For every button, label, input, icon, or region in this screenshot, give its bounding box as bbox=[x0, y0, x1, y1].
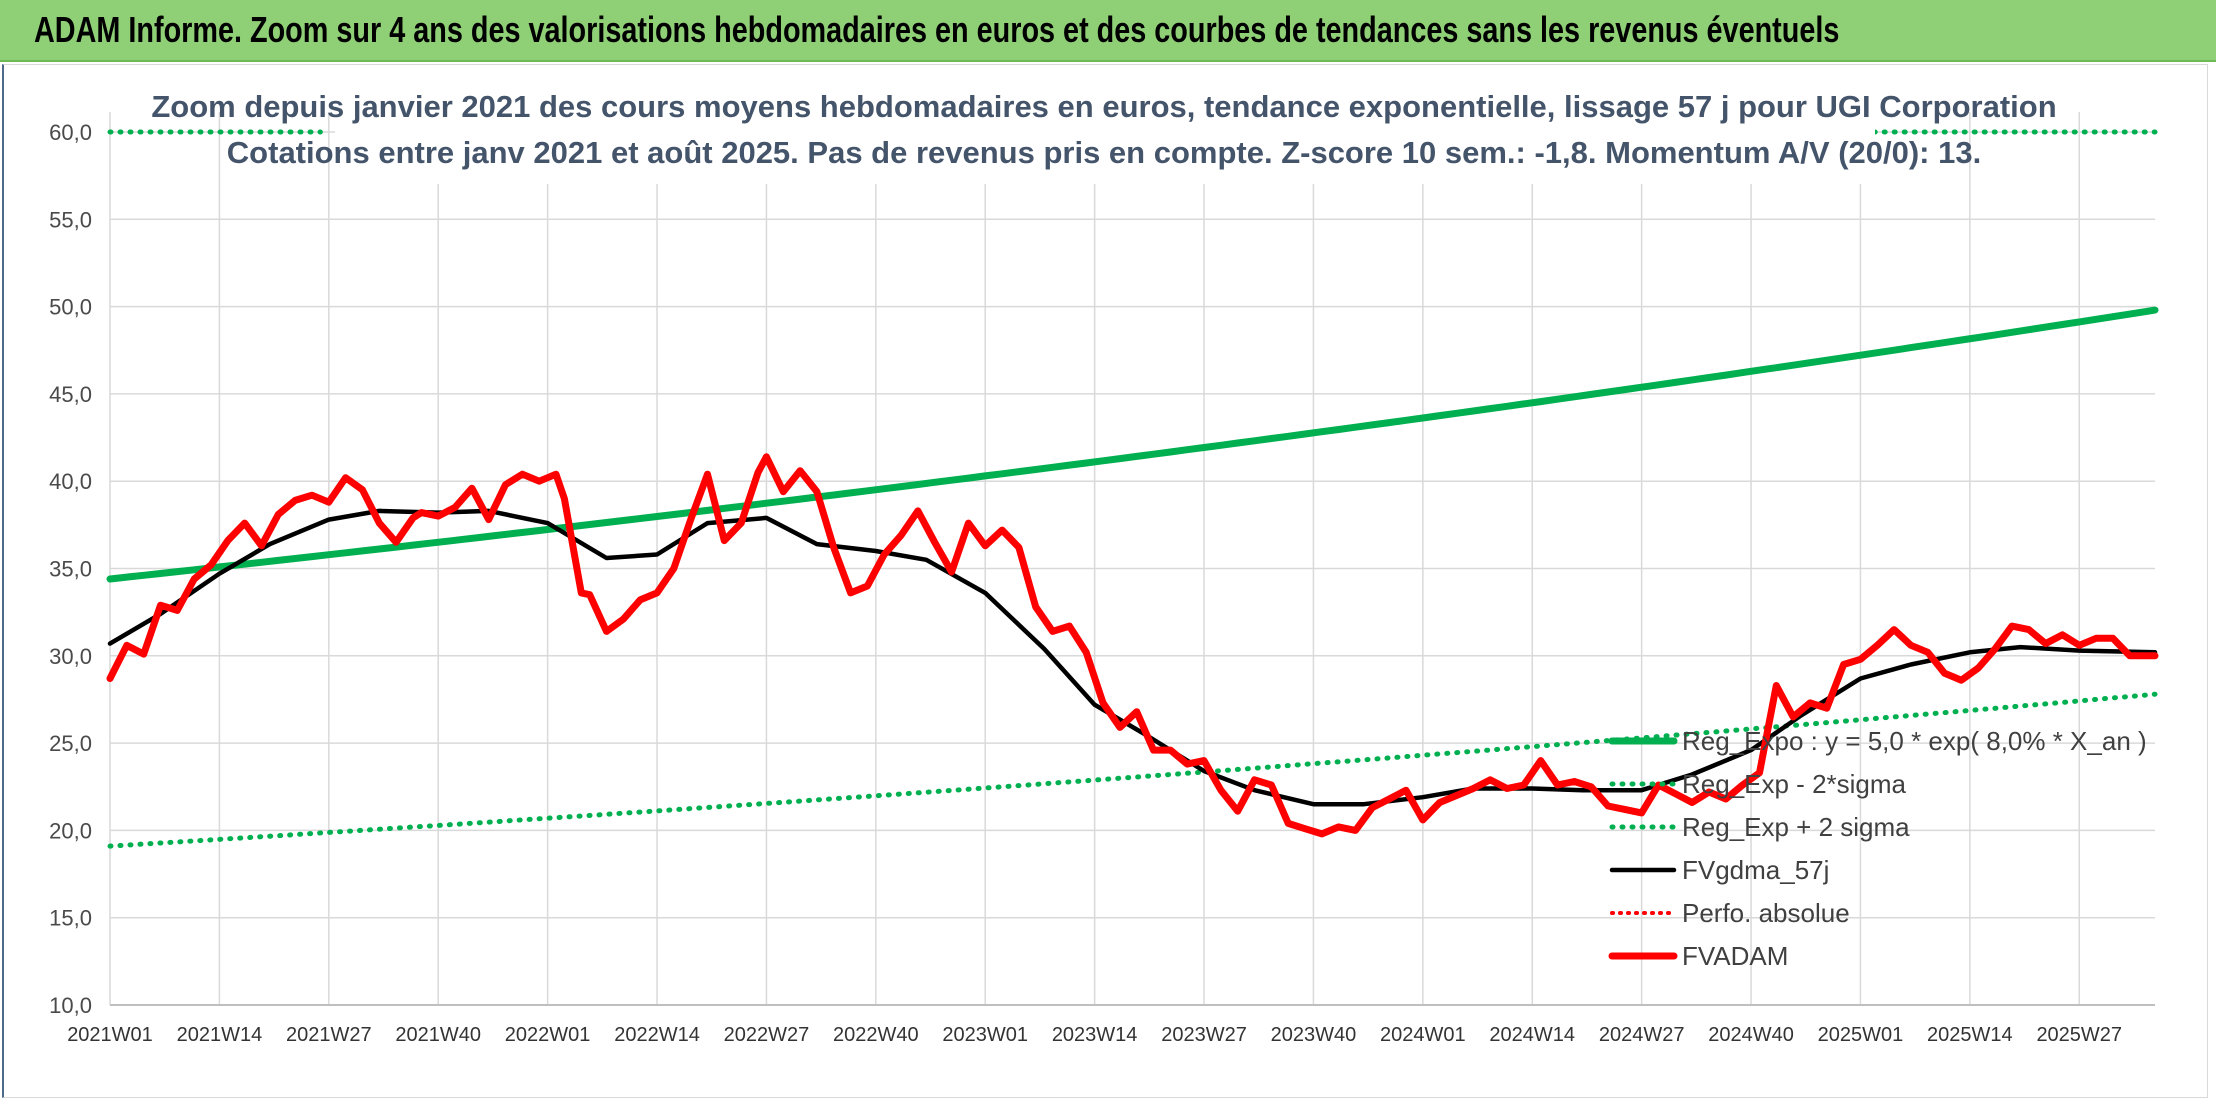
x-tick-label: 2023W27 bbox=[1161, 1024, 1247, 1046]
x-tick-label: 2025W01 bbox=[1818, 1024, 1904, 1046]
x-tick-label: 2022W01 bbox=[505, 1024, 591, 1046]
y-tick-label: 10,0 bbox=[49, 993, 92, 1018]
series-line-2 bbox=[107, 691, 2158, 849]
y-tick-label: 20,0 bbox=[49, 818, 92, 843]
y-axis-ticks: 10,0 15,0 20,0 25,0 30,0 35,0 40,0 45,0 50,0 55,0… bbox=[49, 120, 92, 1018]
y-tick-label: 40,0 bbox=[49, 469, 92, 494]
x-axis-ticks: 2021W01 2021W14 2021W27 2021W40 2022W01 2022W… bbox=[67, 1024, 2122, 1046]
x-tick-label: 2023W14 bbox=[1052, 1024, 1138, 1046]
chart-title: Zoom depuis janvier 2021 des cours moyen… bbox=[151, 89, 2056, 124]
y-tick-label: 15,0 bbox=[49, 906, 92, 931]
x-tick-label: 2021W40 bbox=[395, 1024, 481, 1046]
x-tick-label: 2025W27 bbox=[2036, 1024, 2122, 1046]
x-tick-label: 2023W40 bbox=[1271, 1024, 1357, 1046]
x-tick-label: 2024W40 bbox=[1708, 1024, 1794, 1046]
x-tick-label: 2024W27 bbox=[1599, 1024, 1685, 1046]
grid-lines bbox=[109, 112, 2155, 1006]
x-tick-label: 2021W27 bbox=[286, 1024, 372, 1046]
legend-label: Perfo. absolue bbox=[1682, 898, 1850, 928]
legend-label: Reg_Expo : y = 5,0 * exp( 8,0% * X_an ) bbox=[1682, 726, 2147, 756]
legend-label: Reg_Exp + 2 sigma bbox=[1682, 812, 1910, 842]
series-line-0 bbox=[106, 306, 2159, 583]
chart-subtitle: Cotations entre janv 2021 et août 2025. … bbox=[227, 135, 1981, 170]
x-tick-label: 2022W27 bbox=[724, 1024, 810, 1046]
y-tick-label: 25,0 bbox=[49, 731, 92, 756]
x-tick-label: 2022W40 bbox=[833, 1024, 919, 1046]
y-tick-label: 55,0 bbox=[49, 207, 92, 232]
legend-label: FVgdma_57j bbox=[1682, 855, 1829, 885]
x-tick-label: 2021W14 bbox=[177, 1024, 263, 1046]
legend-label: FVADAM bbox=[1682, 941, 1788, 971]
y-tick-label: 35,0 bbox=[49, 557, 92, 582]
report-banner: ADAM Informe. Zoom sur 4 ans des valoris… bbox=[0, 0, 2216, 62]
chart-frame bbox=[2, 64, 2208, 1098]
x-tick-label: 2022W14 bbox=[614, 1024, 700, 1046]
chart-title-background bbox=[335, 86, 1875, 184]
legend: Reg_Expo : y = 5,0 * exp( 8,0% * X_an ) R… bbox=[1608, 726, 2147, 971]
report-title: ADAM Informe. Zoom sur 4 ans des valoris… bbox=[34, 9, 1840, 50]
y-tick-label: 50,0 bbox=[49, 295, 92, 320]
series-line-3 bbox=[107, 508, 2158, 807]
y-tick-label: 30,0 bbox=[49, 644, 92, 669]
x-tick-label: 2024W01 bbox=[1380, 1024, 1466, 1046]
y-tick-label: 45,0 bbox=[49, 382, 92, 407]
x-tick-label: 2023W01 bbox=[942, 1024, 1028, 1046]
series-line-5 bbox=[106, 453, 2159, 838]
x-tick-label: 2021W01 bbox=[67, 1024, 153, 1046]
legend-label: Reg_Exp - 2*sigma bbox=[1682, 769, 1907, 799]
y-tick-label: 60,0 bbox=[49, 120, 92, 145]
x-tick-label: 2025W14 bbox=[1927, 1024, 2013, 1046]
x-tick-label: 2024W14 bbox=[1489, 1024, 1575, 1046]
